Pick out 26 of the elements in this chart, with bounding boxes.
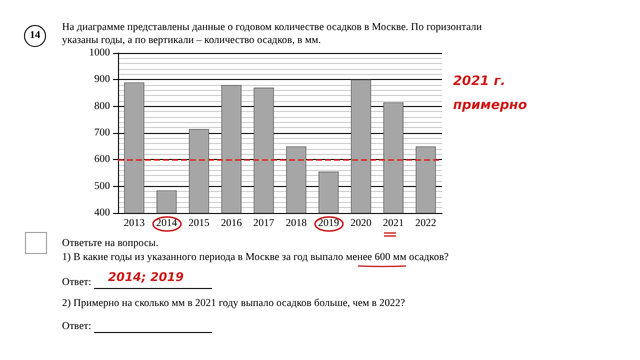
x-tick-label: 2013 xyxy=(124,218,145,229)
x-tick-label: 2022 xyxy=(415,218,436,229)
y-tick-label: 900 xyxy=(94,74,110,86)
text: 2) Примерно на сколько мм в 2021 году выпало осадков больше, чем в 2022? xyxy=(62,298,406,309)
x-tick-label: 2018 xyxy=(286,218,307,229)
y-tick-label: 600 xyxy=(94,154,110,166)
text: Ответьте на вопросы. xyxy=(62,238,158,249)
text: 1) В какие годы из указанного периода в Москве за год выпало менее 600 мм осадков? xyxy=(62,252,449,263)
y-tick-label: 700 xyxy=(94,128,110,138)
x-tick-label: 2017 xyxy=(253,218,274,229)
y-tick-label: 500 xyxy=(94,180,110,192)
chart-title: На диаграмме представлены данные о годовом количестве осадков в Москве. По горизонтали указаны годы, а по вертикали – количество осадков, в мм. xyxy=(62,22,482,47)
y-tick-label: 800 xyxy=(94,100,110,112)
text: 14 xyxy=(24,25,46,47)
text: 2021 г. примерно xyxy=(453,73,528,115)
text: Ответ: xyxy=(62,277,92,288)
x-tick-label: 2019 xyxy=(318,218,340,229)
y-tick-label: 400 xyxy=(94,208,110,218)
x-tick-label: 2015 xyxy=(188,218,210,229)
y-tick-label: 1000 xyxy=(89,48,110,58)
x-tick-label: 2021 xyxy=(382,218,404,229)
text: 2014; 2019 xyxy=(108,270,184,284)
x-tick-label: 2016 xyxy=(220,218,242,229)
x-tick-label: 2020 xyxy=(350,218,372,229)
text: Ответ: xyxy=(62,321,92,333)
x-tick-label: 2014 xyxy=(156,218,178,229)
